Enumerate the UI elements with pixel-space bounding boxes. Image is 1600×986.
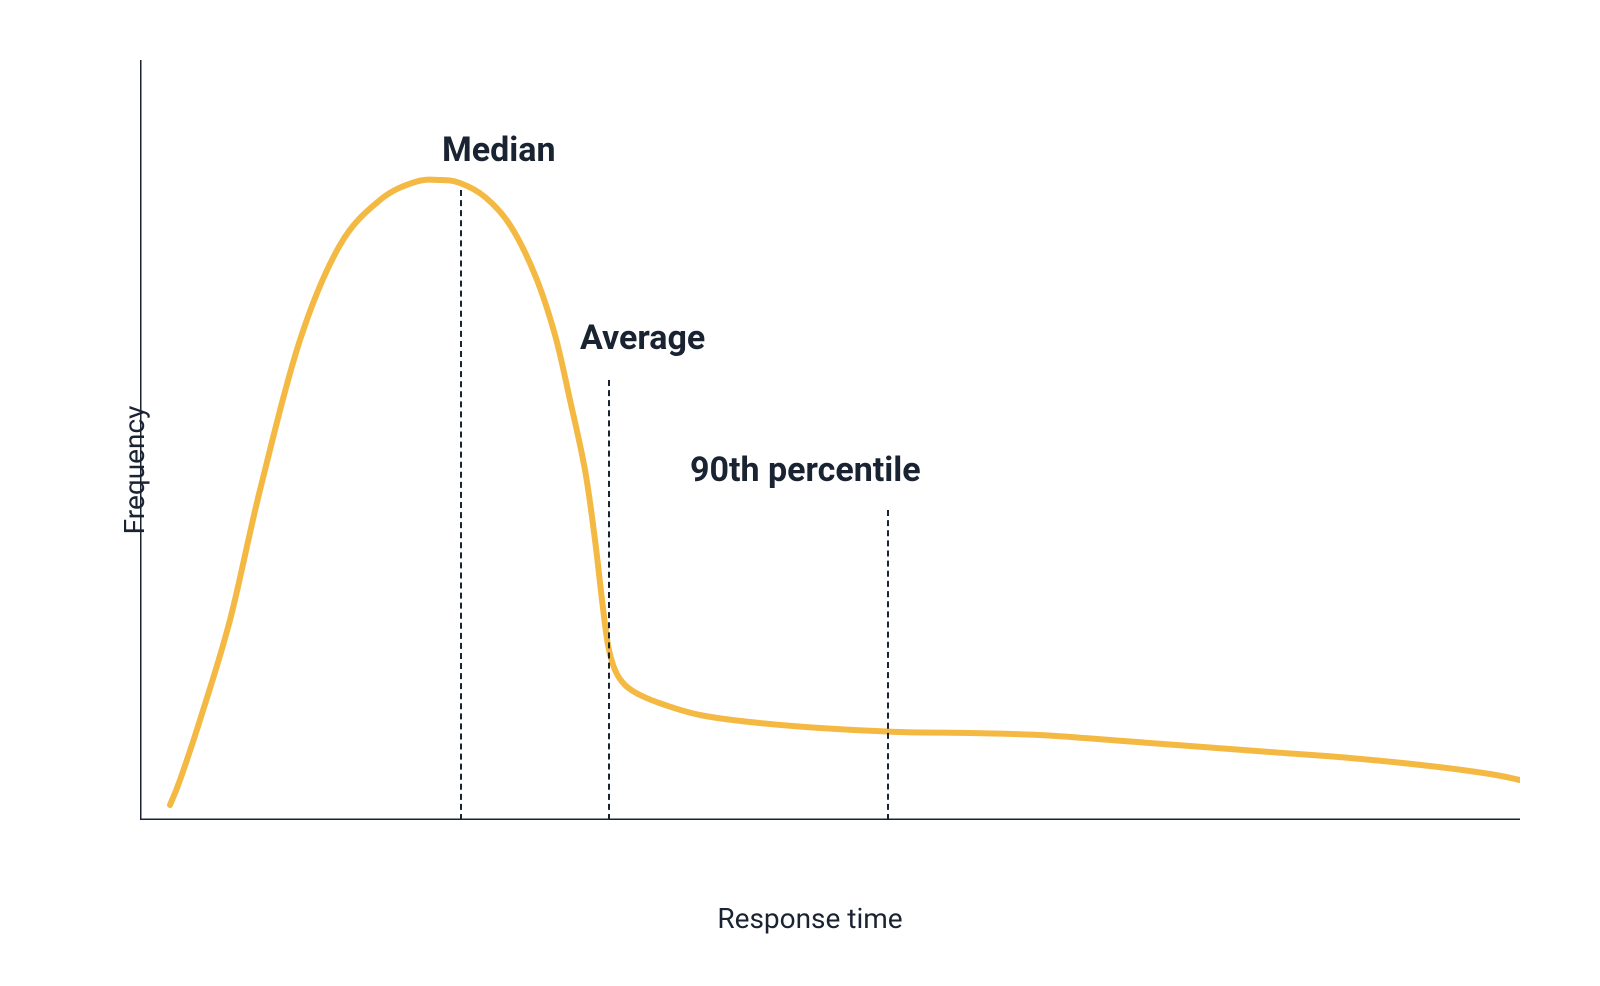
- marker-line-2: [887, 510, 889, 820]
- marker-label-0: Median: [442, 130, 556, 170]
- x-axis-label: Response time: [717, 902, 902, 935]
- marker-line-1: [608, 380, 610, 820]
- marker-line-0: [460, 190, 462, 820]
- marker-label-1: Average: [580, 318, 705, 358]
- distribution-curve-svg: [140, 60, 1520, 820]
- marker-label-2: 90th percentile: [690, 450, 921, 490]
- distribution-curve: [170, 180, 1520, 805]
- response-time-chart: Frequency MedianAverage90th percentile R…: [80, 60, 1540, 880]
- plot-area: Median Average 90th percentile: [140, 60, 1520, 820]
